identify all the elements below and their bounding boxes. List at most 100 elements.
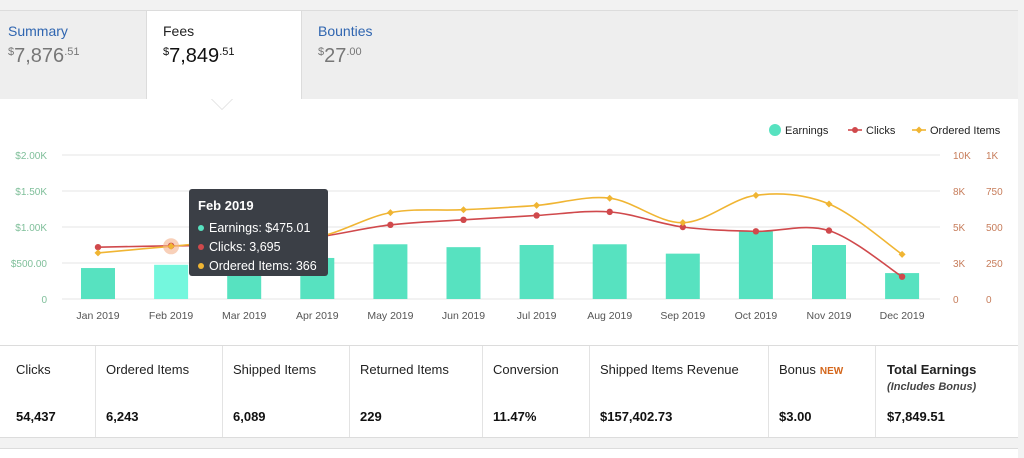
new-badge: NEW <box>819 366 844 377</box>
stat-bonus-label: Bonus NEW <box>779 362 844 377</box>
clicks-point <box>387 221 394 229</box>
ordered-items-point <box>752 191 760 199</box>
x-tick-label: Apr 2019 <box>296 310 339 322</box>
stat-conversion: Conversion 11.47% <box>483 346 590 437</box>
earnings-bar <box>665 253 700 299</box>
y-ordered-tick: 500 <box>986 223 1003 234</box>
y-left-tick: $500.00 <box>11 259 48 270</box>
tab-summary-label: Summary <box>8 23 68 39</box>
clicks-point <box>752 228 760 235</box>
legend-ordered-icon <box>915 126 923 134</box>
earnings-chart: 0 $500.00 $1.00K $1.50K $2.00K 0 3K 5K 8K 10K 0 250… <box>0 99 1018 345</box>
earnings-bar <box>519 245 554 299</box>
y-ordered-tick: 750 <box>986 187 1003 198</box>
stat-conversion-value: 11.47% <box>493 409 537 424</box>
earnings-bar <box>812 245 846 299</box>
stat-returned-label: Returned Items <box>360 362 449 377</box>
stat-bonus: Bonus NEW $3.00 <box>769 346 876 437</box>
tooltip-clicks: Clicks: 3,695 <box>198 238 319 257</box>
stat-total-sub: (Includes Bonus) <box>887 381 977 393</box>
stat-clicks-value: 54,437 <box>16 409 56 424</box>
clicks-point <box>898 273 906 280</box>
ordered-items-point <box>533 201 541 209</box>
x-tick-label: Nov 2019 <box>807 310 852 322</box>
active-tab-caret <box>212 99 232 109</box>
ordered-items-point <box>679 219 687 227</box>
y-clicks-tick: 3K <box>953 259 966 270</box>
ordered-items-point <box>386 209 394 217</box>
stat-ordered-items: Ordered Items 6,243 <box>96 346 223 437</box>
x-tick-label: Mar 2019 <box>222 310 267 322</box>
stat-shipped-value: 6,089 <box>233 409 266 424</box>
stat-ordered-label: Ordered Items <box>106 362 190 377</box>
stat-shipped-revenue: Shipped Items Revenue $157,402.73 <box>590 346 769 437</box>
earnings-tabs: Summary $7,876.51 Fees $7,849.51 Bountie… <box>0 10 1018 105</box>
stat-clicks-label: Clicks <box>16 362 51 377</box>
tab-fees[interactable]: Fees $7,849.51 <box>146 11 302 105</box>
legend-earnings-label: Earnings <box>785 125 829 137</box>
y-clicks-tick: 8K <box>953 187 966 198</box>
y-ordered-tick: 250 <box>986 259 1003 270</box>
y-ordered-tick: 1K <box>986 151 999 162</box>
stat-shipped-label: Shipped Items <box>233 362 317 377</box>
clicks-point <box>825 227 833 234</box>
clicks-dot-icon <box>198 243 204 250</box>
clicks-point <box>679 223 686 231</box>
stat-revenue-value: $157,402.73 <box>600 409 673 424</box>
earnings-bar <box>592 244 627 299</box>
y-left-tick: $2.00K <box>15 151 47 162</box>
bottom-panel-edge <box>0 448 1018 458</box>
ordered-dot-icon <box>198 262 204 269</box>
stats-bar: Clicks 54,437 Ordered Items 6,243 Shippe… <box>0 345 1018 438</box>
ordered-items-point <box>94 249 102 257</box>
tab-bounties-label: Bounties <box>318 23 373 39</box>
clicks-point <box>460 216 467 223</box>
x-tick-label: May 2019 <box>367 310 413 322</box>
y-ordered-tick: 0 <box>986 295 992 306</box>
tab-fees-label: Fees <box>163 23 195 39</box>
earnings-bar <box>738 231 773 299</box>
legend-clicks-label: Clicks <box>866 125 896 137</box>
stat-revenue-label: Shipped Items Revenue <box>600 362 739 377</box>
chart-tooltip: Feb 2019 Earnings: $475.01 Clicks: 3,695… <box>189 189 328 276</box>
clicks-point <box>606 208 613 216</box>
tooltip-title: Feb 2019 <box>198 198 254 213</box>
stat-conversion-label: Conversion <box>493 362 559 377</box>
earnings-dot-icon <box>198 224 204 231</box>
x-tick-label: Jan 2019 <box>76 310 119 322</box>
x-tick-label: Sep 2019 <box>660 310 705 322</box>
x-tick-label: Oct 2019 <box>735 310 778 322</box>
x-tick-label: Feb 2019 <box>149 310 194 322</box>
earnings-bar <box>373 244 408 299</box>
earnings-bar <box>446 247 481 299</box>
tab-bounties-amount: $27.00 <box>318 45 362 67</box>
earnings-bar <box>154 264 189 299</box>
stat-total-earnings: Total Earnings (Includes Bonus) $7,849.5… <box>876 346 1018 437</box>
x-tick-label: Aug 2019 <box>587 310 632 322</box>
y-clicks-tick: 10K <box>953 151 971 162</box>
tab-bounties[interactable]: Bounties $27.00 <box>310 11 460 99</box>
tab-summary[interactable]: Summary $7,876.51 <box>0 11 146 99</box>
ordered-items-point <box>825 200 833 208</box>
stat-ordered-value: 6,243 <box>106 409 139 424</box>
y-left-tick: 0 <box>41 295 47 306</box>
stat-total-label: Total Earnings <box>887 362 977 377</box>
clicks-point <box>533 212 540 219</box>
ordered-items-point <box>460 206 467 214</box>
stat-shipped-items: Shipped Items 6,089 <box>223 346 350 437</box>
stat-clicks: Clicks 54,437 <box>0 346 96 437</box>
y-clicks-tick: 0 <box>953 295 959 306</box>
clicks-point <box>94 243 102 251</box>
x-tick-label: Jun 2019 <box>442 310 485 322</box>
legend-earnings-icon <box>769 124 781 136</box>
ordered-items-point <box>167 242 175 250</box>
tab-summary-amount: $7,876.51 <box>8 45 80 67</box>
y-clicks-tick: 5K <box>953 223 966 234</box>
stat-bonus-value: $3.00 <box>779 409 812 424</box>
y-left-tick: $1.00K <box>15 223 47 234</box>
x-tick-label: Dec 2019 <box>880 310 925 322</box>
x-tick-label: Jul 2019 <box>517 310 557 322</box>
tooltip-ordered: Ordered Items: 366 <box>198 257 319 276</box>
chart-svg: 0 $500.00 $1.00K $1.50K $2.00K 0 3K 5K 8K 10K 0 250… <box>11 124 1003 322</box>
tab-fees-amount: $7,849.51 <box>163 45 235 67</box>
